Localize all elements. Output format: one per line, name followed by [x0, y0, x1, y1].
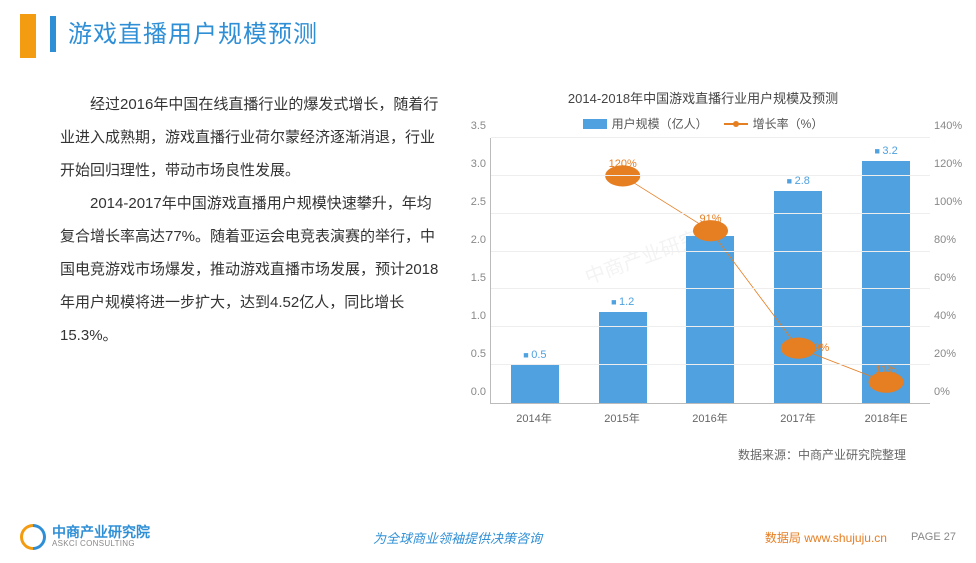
y-right-tick: 20% [934, 348, 956, 360]
y-left-tick: 2.5 [471, 196, 486, 208]
legend-bar: 用户规模（亿人） [583, 115, 708, 132]
y-right-tick: 140% [934, 120, 962, 132]
legend-line: 增长率（%） [724, 115, 824, 132]
paragraph-1: 经过2016年中国在线直播行业的爆发式增长，随着行业进入成熟期，游戏直播行业荷尔… [60, 88, 440, 187]
y-right-tick: 0% [934, 386, 950, 398]
y-left-tick: 1.0 [471, 310, 486, 322]
x-category-label: 2015年 [578, 404, 666, 428]
y-right-tick: 100% [934, 196, 962, 208]
logo: 中商产业研究院 ASKCI CONSULTING [20, 524, 150, 550]
logo-text: 中商产业研究院 ASKCI CONSULTING [52, 525, 150, 549]
footer: 中商产业研究院 ASKCI CONSULTING 为全球商业领袖提供决策咨询 数… [0, 521, 976, 553]
grid-line [491, 288, 930, 289]
chart-title: 2014-2018年中国游戏直播行业用户规模及预测 [460, 88, 946, 107]
logo-en: ASKCI CONSULTING [52, 540, 150, 549]
footer-attribution: 数据局 www.shujuju.cn [765, 529, 887, 546]
y-right-tick: 60% [934, 272, 956, 284]
line-value-label: 91% [699, 213, 721, 225]
paragraph-2: 2014-2017年中国游戏直播用户规模快速攀升，年均复合增长率高达77%。随着… [60, 187, 440, 352]
x-category-label: 2017年 [754, 404, 842, 428]
header: 游戏直播用户规模预测 [0, 0, 976, 58]
logo-cn: 中商产业研究院 [52, 525, 150, 540]
line-value-label: 29% [807, 342, 829, 354]
y-left-tick: 3.0 [471, 158, 486, 170]
chart-column: 2014-2018年中国游戏直播行业用户规模及预测 用户规模（亿人） 增长率（%… [460, 88, 946, 463]
chart-legend: 用户规模（亿人） 增长率（%） [460, 115, 946, 132]
legend-bar-label: 用户规模（亿人） [612, 115, 708, 132]
content: 经过2016年中国在线直播行业的爆发式增长，随着行业进入成熟期，游戏直播行业荷尔… [0, 58, 976, 463]
grid-line [491, 213, 930, 214]
x-category-label: 2014年 [490, 404, 578, 428]
grid-line [491, 251, 930, 252]
y-left-tick: 1.5 [471, 272, 486, 284]
y-left-tick: 0.5 [471, 348, 486, 360]
grid-line [491, 326, 930, 327]
y-right-tick: 40% [934, 310, 956, 322]
accent-bar [20, 14, 36, 58]
x-category-label: 2018年E [842, 404, 930, 428]
y-left-tick: 2.0 [471, 234, 486, 246]
chart-area: 0.00.51.01.52.02.53.03.5 0%20%40%60%80%1… [490, 138, 930, 428]
grid-line [491, 364, 930, 365]
data-source: 数据来源：中商产业研究院整理 [460, 446, 906, 463]
page-title: 游戏直播用户规模预测 [68, 14, 318, 49]
x-category-label: 2016年 [666, 404, 754, 428]
y-left-tick: 0.0 [471, 386, 486, 398]
legend-line-swatch [724, 123, 748, 125]
line-value-label: 11% [875, 364, 896, 376]
plot-area: 中商产业研究院 0.51.22.22.83.2 120%91%29%11% [490, 138, 930, 404]
page-number: PAGE 27 [911, 531, 956, 543]
x-axis-labels: 2014年2015年2016年2017年2018年E [490, 404, 930, 428]
text-column: 经过2016年中国在线直播行业的爆发式增长，随着行业进入成熟期，游戏直播行业荷尔… [60, 88, 460, 463]
logo-icon [15, 519, 52, 556]
growth-line-path [623, 176, 886, 382]
y-axis-left: 0.00.51.01.52.02.53.03.5 [460, 138, 488, 404]
legend-bar-swatch [583, 119, 607, 129]
y-right-tick: 120% [934, 158, 962, 170]
y-right-tick: 80% [934, 234, 956, 246]
grid-line [491, 137, 930, 138]
legend-line-label: 增长率（%） [753, 115, 824, 132]
grid-line [491, 175, 930, 176]
title-bar [50, 16, 56, 52]
line-value-label: 120% [609, 158, 637, 170]
y-left-tick: 3.5 [471, 120, 486, 132]
y-axis-right: 0%20%40%60%80%100%120%140% [932, 138, 962, 404]
footer-slogan: 为全球商业领袖提供决策咨询 [150, 528, 765, 547]
